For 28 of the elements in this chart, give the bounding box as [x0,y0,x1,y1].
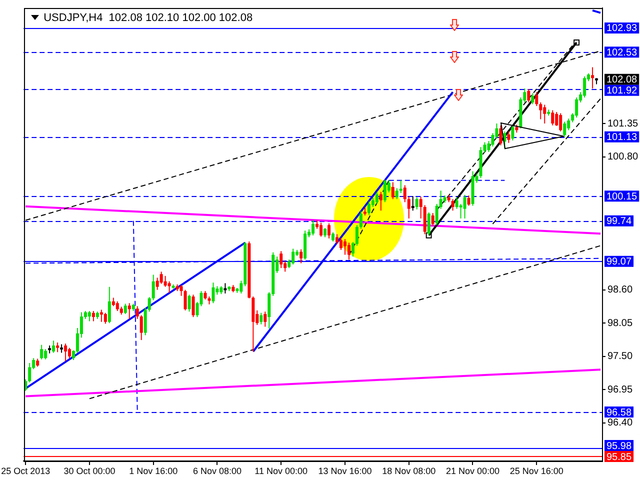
x-tick-label: 13 Nov 16:00 [318,466,372,476]
ref-line-label: 101.92 [606,86,638,97]
chart-title: USDJPY,H4 102.08 102.10 102.00 102.08 [44,12,253,24]
ref-line-label: 95.85 [606,452,632,463]
y-tick-label: 100.80 [608,152,639,163]
ref-line-label: 95.98 [606,440,632,452]
y-tick-label: 101.35 [608,118,639,130]
ref-line-label: 99.07 [606,256,632,268]
y-tick-label: 98.60 [608,284,633,296]
x-tick-label: 18 Nov 08:00 [382,466,436,476]
ref-line-label: 96.58 [606,407,632,418]
ref-line-label: 100.15 [606,191,638,202]
annotation: 102.08 [606,74,638,86]
x-tick-label: 6 Nov 08:00 [192,466,242,476]
ref-line-label: 101.13 [606,132,638,144]
ref-line-label: 99.74 [606,216,632,228]
x-tick-label: 25 Nov 16:00 [510,466,564,476]
y-tick-label: 97.50 [608,351,633,362]
y-tick-label: 96.40 [608,418,633,429]
x-tick-label: 25 Oct 2013 [1,466,50,476]
x-tick-label: 1 Nov 16:00 [129,466,178,476]
ref-line-label: 102.93 [606,23,638,34]
y-tick-label: 96.95 [608,384,633,396]
y-tick-label: 98.05 [608,318,633,329]
x-tick-label: 11 Nov 00:00 [254,466,308,476]
ref-line-label: 102.53 [606,47,638,58]
x-tick-label: 21 Nov 00:00 [446,466,500,476]
x-tick-label: 30 Oct 00:00 [64,466,116,476]
